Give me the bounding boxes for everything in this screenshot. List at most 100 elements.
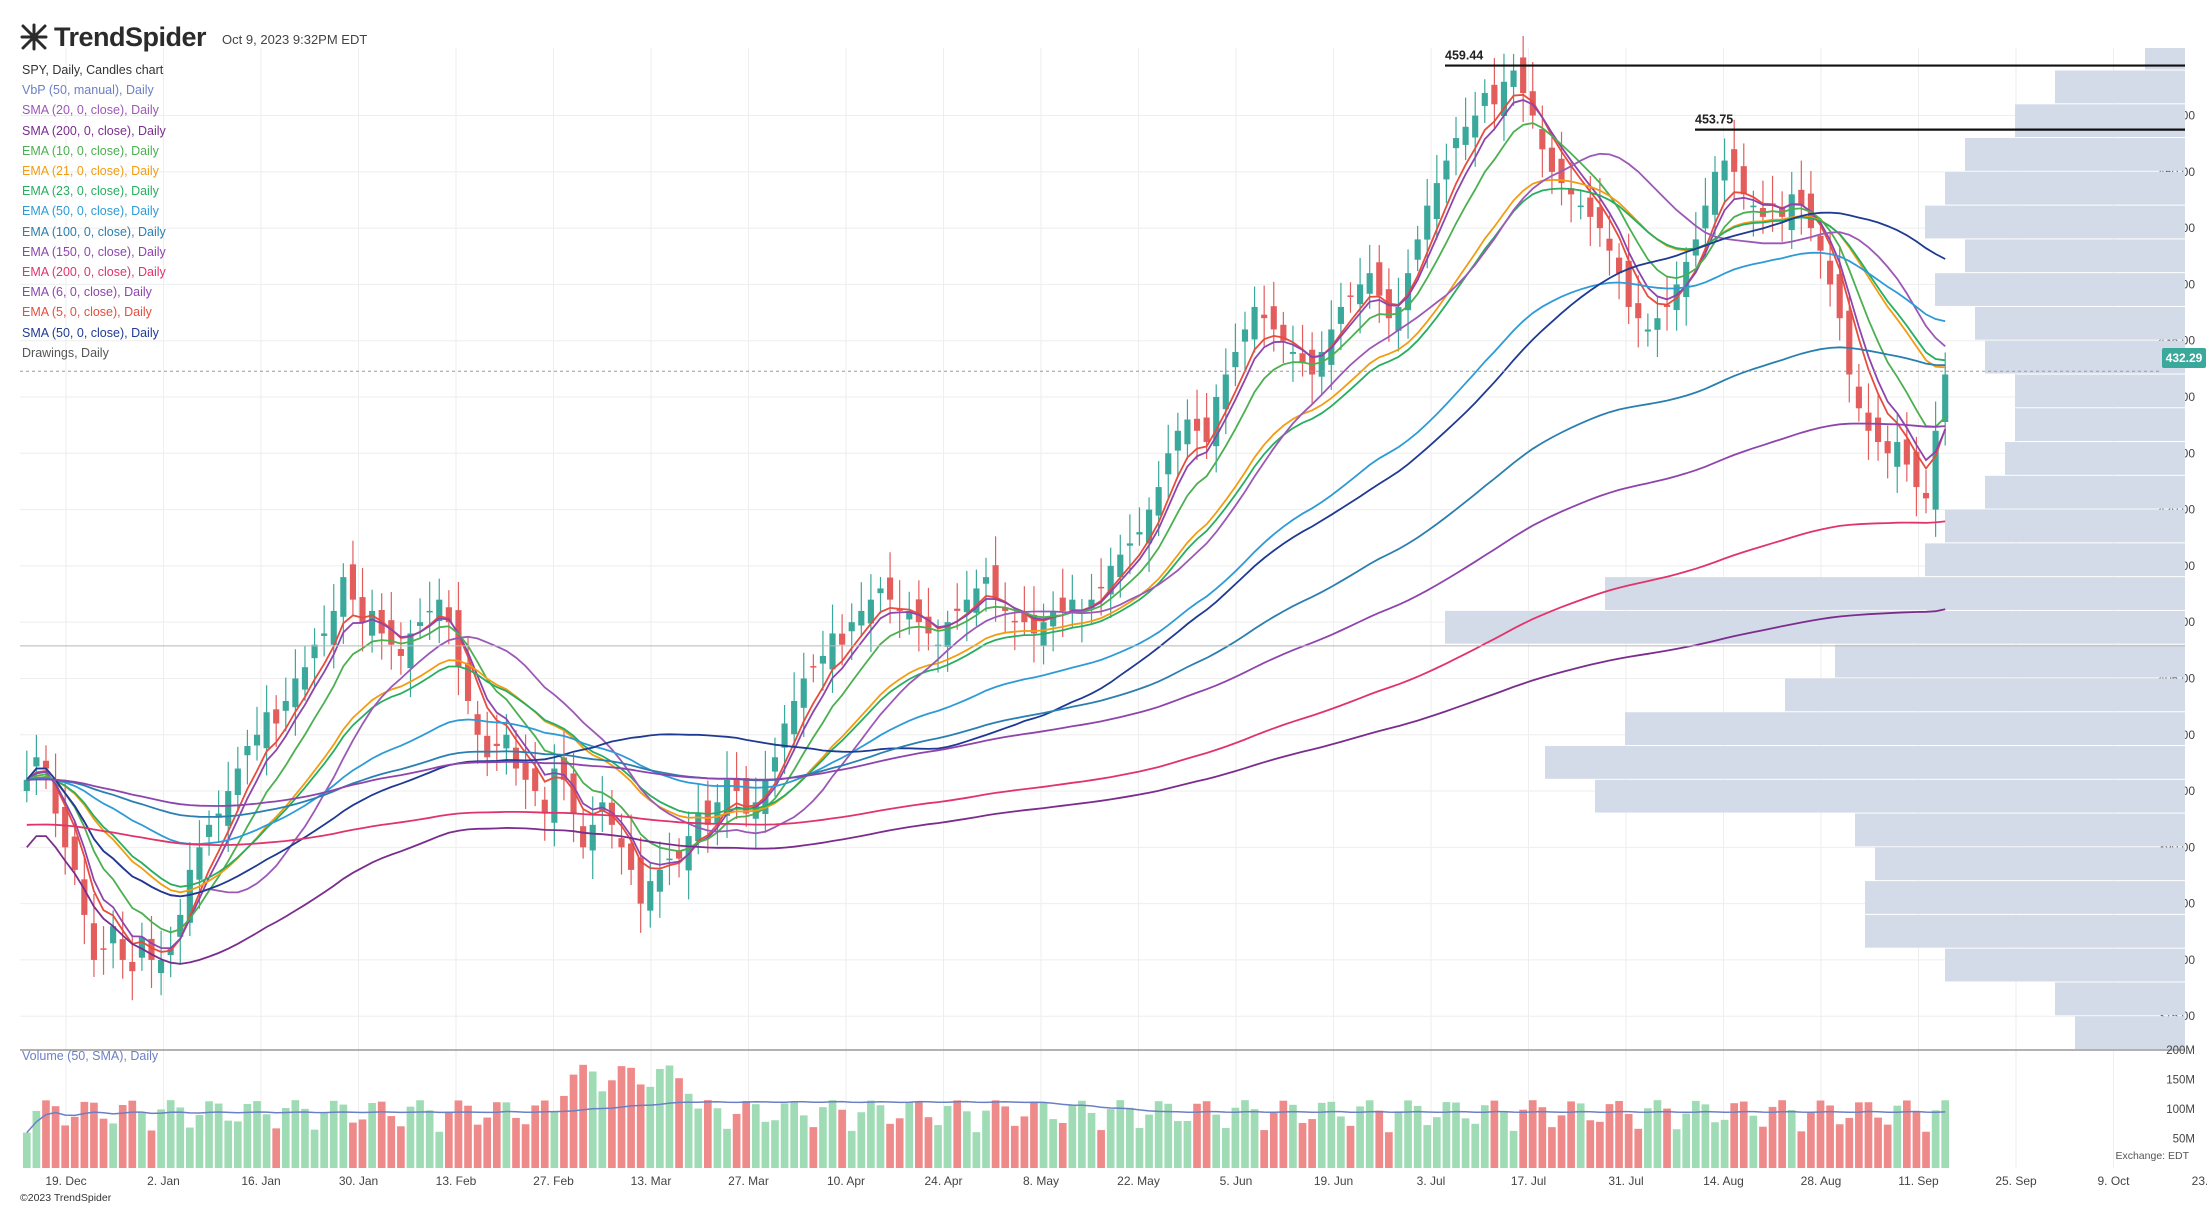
volume-bar: [186, 1127, 194, 1168]
candle-body: [733, 777, 740, 792]
candle-body: [158, 959, 165, 974]
volume-by-price: [1445, 48, 2185, 1049]
moving-averages: [26, 93, 1947, 965]
volume-bar: [157, 1109, 165, 1168]
candle-body: [1894, 442, 1901, 467]
volume-bar: [310, 1129, 319, 1168]
volume-bar: [1615, 1100, 1623, 1168]
volume-bar: [531, 1105, 540, 1168]
volume-bar: [512, 1117, 520, 1168]
candle-body: [205, 824, 213, 837]
volume-bar: [1078, 1100, 1086, 1168]
volume-bar: [51, 1106, 60, 1168]
volume-bar: [1260, 1130, 1269, 1168]
legend-item[interactable]: Drawings, Daily: [22, 345, 109, 360]
x-tick-label: 19. Jun: [1314, 1174, 1353, 1188]
volume-bar: [675, 1078, 683, 1168]
legend-item[interactable]: EMA (200, 0, close), Daily: [22, 265, 166, 280]
x-tick-label: 31. Jul: [1608, 1174, 1643, 1188]
legend-item[interactable]: EMA (100, 0, close), Daily: [22, 224, 166, 239]
exchange-label: Exchange: EDT: [2115, 1150, 2189, 1162]
volume-bar: [80, 1101, 89, 1168]
candle-body: [244, 746, 251, 756]
candle-body: [1376, 262, 1383, 296]
ma-line: [26, 122, 1946, 934]
vbp-bar: [1965, 138, 2185, 171]
volume-bar: [1759, 1126, 1767, 1168]
candle-body: [1731, 149, 1738, 172]
volume-bar: [713, 1108, 722, 1168]
volume-bar: [1087, 1112, 1096, 1168]
candle-body: [1472, 115, 1479, 138]
legend-item[interactable]: VbP (50, manual), Daily: [22, 83, 154, 98]
legend-item[interactable]: SMA (50, 0, close), Daily: [22, 325, 159, 340]
legend-item[interactable]: EMA (150, 0, close), Daily: [22, 244, 166, 259]
candle-body: [1395, 306, 1402, 331]
candle-body: [819, 655, 827, 664]
candle-body: [349, 564, 356, 600]
candle-body: [330, 610, 337, 645]
x-tick-label: 2. Jan: [147, 1174, 180, 1188]
ma-line: [26, 520, 1946, 847]
volume-bar: [1787, 1110, 1796, 1168]
vbp-bar: [1945, 171, 2185, 205]
volume-bar: [588, 1071, 597, 1168]
vbp-bar: [2015, 374, 2185, 408]
candle-body: [877, 588, 884, 594]
volume-bar: [1010, 1125, 1019, 1168]
volume-bar: [502, 1102, 511, 1168]
candle-body: [963, 599, 970, 613]
legend-item[interactable]: EMA (10, 0, close), Daily: [22, 143, 159, 158]
candle-body: [858, 610, 865, 626]
vbp-bar: [1945, 948, 2185, 982]
volume-bar: [1039, 1102, 1048, 1168]
candle-body: [1059, 597, 1066, 611]
volume-bar: [224, 1120, 233, 1168]
candle-body: [666, 858, 673, 861]
volume-bar: [847, 1130, 856, 1168]
volume-bar: [876, 1105, 885, 1168]
volume-bar: [1241, 1100, 1249, 1168]
candle-body: [42, 760, 50, 769]
legend-item[interactable]: EMA (5, 0, close), Daily: [22, 305, 152, 320]
volume-bar: [1250, 1109, 1259, 1168]
vbp-bar: [1445, 610, 2185, 644]
last-price-badge: 432.29: [2162, 348, 2206, 368]
candle-body: [954, 608, 961, 611]
legend-item[interactable]: EMA (23, 0, close), Daily: [22, 184, 159, 199]
legend-item[interactable]: SMA (200, 0, close), Daily: [22, 123, 166, 138]
candle-body: [992, 565, 999, 600]
volume-bar: [1030, 1101, 1038, 1168]
candle-body: [1165, 453, 1172, 475]
legend-item[interactable]: EMA (21, 0, close), Daily: [22, 164, 159, 179]
volume-bar: [838, 1109, 846, 1168]
volume-bar: [1519, 1109, 1527, 1168]
volume-bar: [205, 1101, 213, 1168]
candle-body: [791, 700, 798, 735]
x-tick-label: 17. Jul: [1511, 1174, 1546, 1188]
legend-item[interactable]: EMA (50, 0, close), Daily: [22, 204, 159, 219]
volume-bar: [1480, 1105, 1489, 1168]
volume-bar: [90, 1102, 98, 1168]
volume-bar: [1269, 1112, 1278, 1168]
candle-body: [503, 734, 510, 749]
candle-body: [1635, 303, 1642, 319]
volume-bar: [473, 1124, 482, 1168]
legend-item[interactable]: EMA (6, 0, close), Daily: [22, 285, 152, 300]
candle-body: [1740, 166, 1747, 195]
candle-body: [829, 633, 836, 670]
candle-body: [407, 633, 414, 669]
volume-bar: [579, 1064, 587, 1168]
candle-body: [1616, 257, 1623, 274]
legend-item[interactable]: SMA (20, 0, close), Daily: [22, 103, 159, 118]
volume-bar: [138, 1112, 146, 1168]
candle-body: [771, 757, 779, 772]
candle-body: [321, 633, 328, 636]
volume-bar: [1394, 1111, 1403, 1168]
volume-bar: [972, 1132, 981, 1168]
volume-bar: [1289, 1104, 1297, 1168]
candle-body: [887, 577, 894, 600]
volume-bar: [1807, 1111, 1815, 1168]
volume-bar: [416, 1100, 424, 1168]
